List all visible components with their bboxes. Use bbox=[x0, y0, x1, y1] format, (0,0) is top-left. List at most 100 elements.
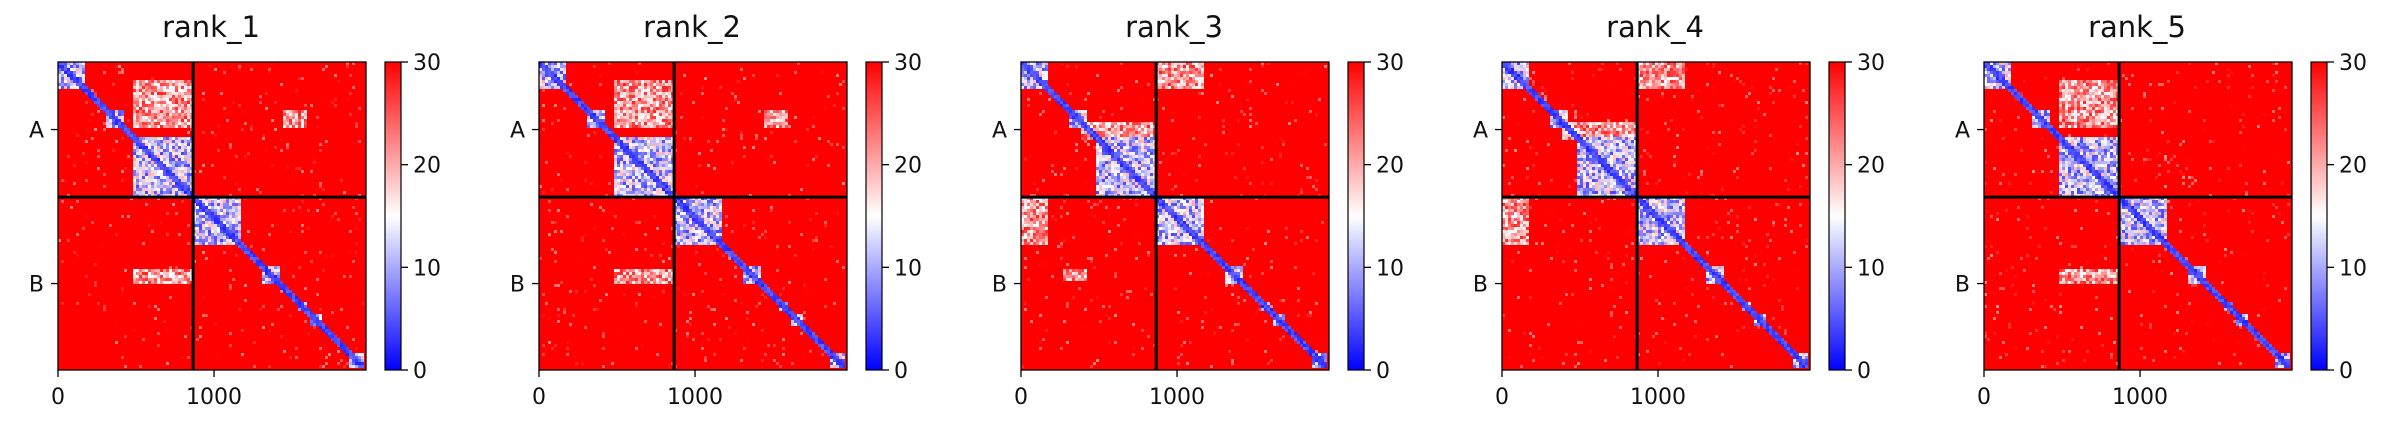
heatmap-cell bbox=[178, 191, 181, 194]
heatmap-cell bbox=[295, 116, 298, 119]
heatmap-cell bbox=[1102, 188, 1105, 191]
heatmap-cell bbox=[151, 173, 154, 176]
heatmap-cell bbox=[542, 80, 545, 83]
heatmap-cell bbox=[1126, 173, 1129, 176]
heatmap-cell bbox=[298, 116, 301, 119]
heatmap-cell bbox=[1120, 155, 1123, 158]
heatmap-cell bbox=[1021, 68, 1024, 71]
heatmap-cell bbox=[88, 89, 91, 92]
heatmap-cell bbox=[662, 89, 665, 92]
heatmap-cell bbox=[689, 215, 692, 218]
heatmap-cell bbox=[160, 275, 163, 278]
heatmap-cell bbox=[301, 122, 304, 125]
heatmap-cell bbox=[1135, 233, 1138, 236]
heatmap-cell bbox=[337, 218, 340, 221]
heatmap-cell bbox=[136, 146, 139, 149]
heatmap-cell bbox=[280, 149, 283, 152]
heatmap-cell bbox=[656, 113, 659, 116]
heatmap-cell bbox=[205, 314, 208, 317]
heatmap-cell bbox=[1126, 155, 1129, 158]
heatmap-cell bbox=[803, 311, 806, 314]
heatmap-cell bbox=[1186, 230, 1189, 233]
heatmap-cell bbox=[190, 86, 193, 89]
heatmap-cell bbox=[1195, 200, 1198, 203]
heatmap-cell bbox=[596, 125, 599, 128]
heatmap-cell bbox=[244, 122, 247, 125]
heatmap-cell bbox=[184, 272, 187, 275]
heatmap-cell bbox=[716, 218, 719, 221]
heatmap-cell bbox=[178, 269, 181, 272]
heatmap-cell bbox=[163, 86, 166, 89]
heatmap-cell bbox=[557, 83, 560, 86]
heatmap-cell bbox=[331, 338, 334, 341]
heatmap-cell bbox=[340, 359, 343, 362]
heatmap-cell bbox=[662, 107, 665, 110]
heatmap-cell bbox=[157, 83, 160, 86]
heatmap-cell bbox=[76, 77, 79, 80]
heatmap-cell bbox=[1120, 176, 1123, 179]
heatmap-cell bbox=[668, 116, 671, 119]
heatmap-cell bbox=[166, 155, 169, 158]
heatmap-cell bbox=[322, 323, 325, 326]
heatmap-cell bbox=[352, 338, 355, 341]
heatmap-cell bbox=[1126, 182, 1129, 185]
heatmap-cell bbox=[701, 215, 704, 218]
heatmap-cell bbox=[1096, 131, 1099, 134]
heatmap-cell bbox=[229, 269, 232, 272]
heatmap-cell bbox=[94, 263, 97, 266]
heatmap-cell bbox=[659, 140, 662, 143]
heatmap-cell bbox=[1069, 107, 1072, 110]
heatmap-cell bbox=[163, 278, 166, 281]
row-label: B bbox=[510, 273, 525, 298]
heatmap-cell bbox=[148, 110, 151, 113]
heatmap-cell bbox=[1105, 179, 1108, 182]
heatmap-cell bbox=[328, 329, 331, 332]
heatmap-cell bbox=[1306, 167, 1309, 170]
heatmap-cell bbox=[163, 188, 166, 191]
heatmap-cell bbox=[58, 62, 61, 65]
heatmap-cell bbox=[190, 185, 193, 188]
heatmap-cell bbox=[719, 239, 722, 242]
heatmap-cell bbox=[614, 137, 617, 140]
heatmap-cell bbox=[109, 122, 112, 125]
heatmap-cell bbox=[205, 257, 208, 260]
heatmap-cell bbox=[175, 86, 178, 89]
heatmap-cell bbox=[1132, 176, 1135, 179]
heatmap-cell bbox=[1039, 113, 1042, 116]
heatmap-cell bbox=[713, 215, 716, 218]
heatmap-cell bbox=[623, 278, 626, 281]
heatmap-cell bbox=[271, 275, 274, 278]
heatmap-cell bbox=[1126, 191, 1129, 194]
heatmap-cell bbox=[184, 191, 187, 194]
heatmap-cell bbox=[635, 188, 638, 191]
heatmap-cell bbox=[710, 203, 713, 206]
heatmap-cell bbox=[653, 155, 656, 158]
heatmap-cell bbox=[154, 80, 157, 83]
heatmap-cell bbox=[695, 203, 698, 206]
heatmap-cell bbox=[638, 143, 641, 146]
heatmap-cell bbox=[1021, 188, 1024, 191]
heatmap-cell bbox=[746, 317, 749, 320]
heatmap-cell bbox=[1120, 185, 1123, 188]
heatmap-cell bbox=[647, 152, 650, 155]
heatmap-cell bbox=[806, 329, 809, 332]
heatmap-cell bbox=[208, 224, 211, 227]
heatmap-cell bbox=[115, 65, 118, 68]
heatmap-cell bbox=[1027, 212, 1030, 215]
heatmap-cell bbox=[1168, 83, 1171, 86]
heatmap-cell bbox=[79, 71, 82, 74]
heatmap-cell bbox=[151, 122, 154, 125]
heatmap-cell bbox=[148, 86, 151, 89]
heatmap-cell bbox=[1033, 224, 1036, 227]
heatmap-cell bbox=[836, 353, 839, 356]
heatmap-cell bbox=[1069, 122, 1072, 125]
heatmap-cell bbox=[97, 167, 100, 170]
heatmap-cell bbox=[199, 335, 202, 338]
heatmap-cell bbox=[719, 230, 722, 233]
heatmap-cell bbox=[73, 68, 76, 71]
heatmap-cell bbox=[1105, 143, 1108, 146]
heatmap-cell bbox=[635, 164, 638, 167]
heatmap-cell bbox=[1108, 176, 1111, 179]
heatmap-cell bbox=[1150, 164, 1153, 167]
heatmap-cell bbox=[169, 269, 172, 272]
